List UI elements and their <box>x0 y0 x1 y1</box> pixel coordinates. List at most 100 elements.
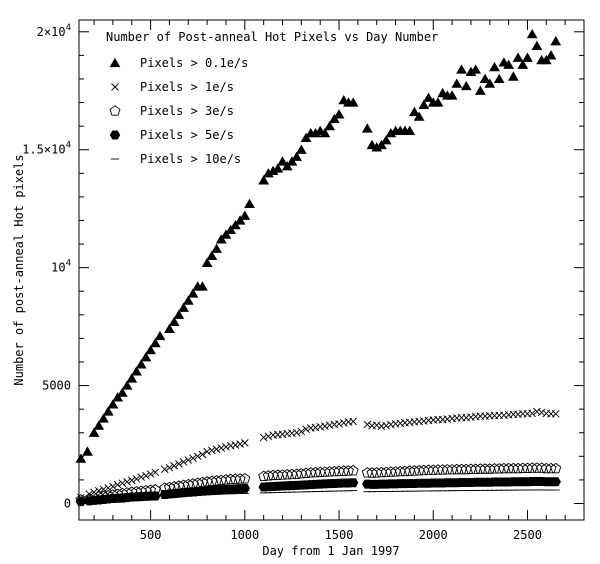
data-point <box>531 462 543 473</box>
data-point <box>489 61 500 72</box>
series-triangle <box>75 28 562 463</box>
data-point <box>342 465 354 476</box>
data-point <box>85 490 94 498</box>
data-point <box>160 465 169 474</box>
data-point <box>550 477 561 487</box>
data-point <box>93 491 105 502</box>
data-point <box>239 210 251 220</box>
data-point <box>149 484 161 495</box>
data-point <box>451 78 463 88</box>
data-point <box>528 409 536 418</box>
data-point <box>113 480 122 489</box>
data-point <box>347 464 359 476</box>
legend-label: Pixels > 10e/s <box>140 152 241 166</box>
data-point <box>418 99 430 110</box>
data-point <box>551 410 560 418</box>
y-axis-title: Number of post-anneal Hot pixels <box>12 154 26 385</box>
data-point <box>479 73 491 84</box>
data-point <box>231 441 240 449</box>
series-cross <box>77 407 560 502</box>
data-point <box>220 229 232 239</box>
data-point <box>184 456 193 464</box>
legend-label: Pixels > 3e/s <box>140 104 234 118</box>
data-point <box>302 425 310 434</box>
data-point <box>484 78 496 88</box>
data-point <box>531 40 543 51</box>
data-point <box>409 106 420 117</box>
data-point <box>349 417 357 426</box>
data-point <box>206 250 218 260</box>
data-point <box>404 125 416 135</box>
data-point <box>211 243 222 253</box>
data-point <box>333 109 345 119</box>
data-point <box>498 462 510 474</box>
x-tick-label: 1000 <box>230 528 259 542</box>
data-point <box>328 113 340 124</box>
data-point <box>361 123 373 133</box>
data-point <box>77 493 85 502</box>
data-point <box>432 464 444 475</box>
data-point <box>234 473 246 484</box>
data-point <box>512 462 524 474</box>
legend-items: Pixels > 0.1e/s Pixels > 1e/s Pixels > 3e/… <box>109 56 248 166</box>
data-point <box>361 467 373 478</box>
data-point <box>267 165 279 176</box>
data-point <box>168 316 180 326</box>
data-point <box>413 111 425 121</box>
data-point <box>142 471 150 480</box>
data-point <box>88 491 100 503</box>
data-point <box>507 71 519 81</box>
data-point <box>517 462 529 474</box>
data-point <box>325 421 334 430</box>
data-point <box>503 59 514 69</box>
data-point <box>159 482 171 493</box>
data-point <box>126 373 138 383</box>
data-point <box>316 423 325 431</box>
data-point <box>371 142 383 152</box>
series-layer <box>75 28 562 507</box>
x-tick-label: 1500 <box>325 528 354 542</box>
data-point <box>203 447 211 456</box>
data-point <box>168 480 180 492</box>
data-point <box>83 493 95 504</box>
y-tick-label: 2×104 <box>37 23 71 39</box>
data-point <box>465 463 477 474</box>
data-point <box>489 463 500 474</box>
data-point <box>109 482 117 491</box>
y-tick-label: 104 <box>51 259 71 275</box>
data-point <box>99 485 108 494</box>
data-point <box>189 454 197 463</box>
data-point <box>82 446 93 456</box>
legend-marker <box>111 83 119 91</box>
data-point <box>137 473 146 481</box>
data-point <box>94 486 103 495</box>
data-point <box>427 464 439 475</box>
data-point <box>98 413 109 423</box>
data-point <box>215 234 227 244</box>
data-point <box>300 132 312 143</box>
data-point <box>521 462 533 474</box>
data-point <box>234 215 246 225</box>
data-point <box>540 54 552 65</box>
data-point <box>545 462 557 474</box>
data-point <box>456 463 467 475</box>
data-point <box>212 445 221 454</box>
data-point <box>98 490 109 502</box>
data-point <box>418 464 430 476</box>
data-point <box>196 476 208 488</box>
data-point <box>187 288 199 298</box>
data-point <box>121 380 133 390</box>
data-point <box>239 472 251 484</box>
data-point <box>526 462 538 473</box>
x-axis-title: Day from 1 Jan 1997 <box>262 544 399 558</box>
data-point <box>526 28 538 39</box>
data-point <box>387 420 395 429</box>
data-point <box>198 450 207 459</box>
data-point <box>146 470 155 478</box>
data-point <box>540 462 552 474</box>
data-point <box>310 128 321 138</box>
data-point <box>112 488 124 499</box>
data-point <box>116 387 128 397</box>
data-point <box>131 366 142 376</box>
